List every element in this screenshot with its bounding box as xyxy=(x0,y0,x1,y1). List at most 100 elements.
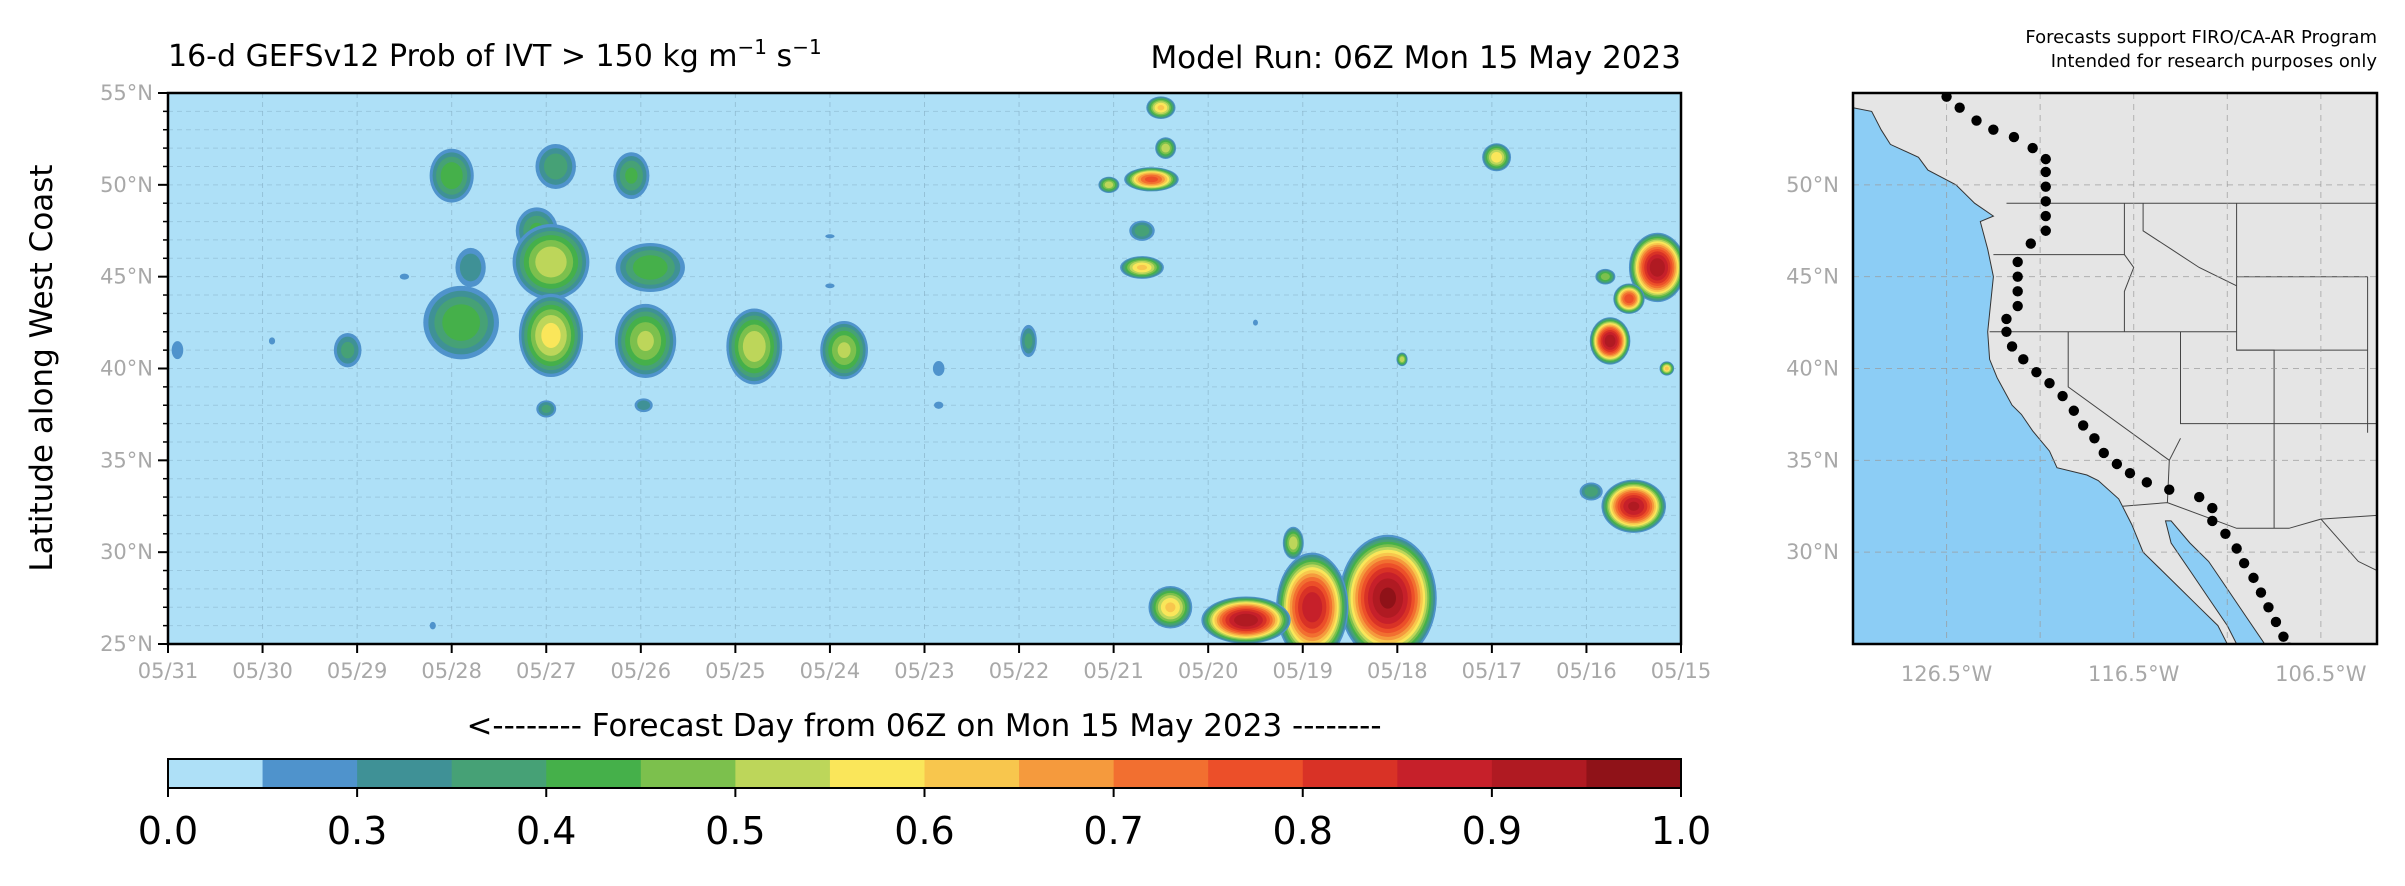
probability-blob xyxy=(455,247,486,288)
political-border xyxy=(2122,502,2377,571)
gulf-of-california xyxy=(2164,520,2266,644)
coast-point xyxy=(1971,115,1982,126)
probability-blob xyxy=(613,152,650,200)
map-longitude-label: 116.5°W xyxy=(2088,662,2180,686)
coast-point xyxy=(2040,181,2051,192)
probability-blob xyxy=(1155,137,1177,159)
x-tick-label: 05/20 xyxy=(1178,659,1239,683)
probability-heatmap-panel: 05/31 05/30 05/29 05/28 05/27 05/26 05/25 05/24… xyxy=(24,81,1711,744)
probability-blob xyxy=(518,293,584,378)
coast-point xyxy=(2025,238,2036,249)
probability-blob xyxy=(1120,256,1164,279)
contour-level xyxy=(637,400,651,411)
contour-level xyxy=(171,341,184,360)
x-tick-label: 05/17 xyxy=(1462,659,1523,683)
probability-blob xyxy=(825,283,835,289)
coast-point xyxy=(2012,271,2023,282)
contour-level xyxy=(1161,143,1170,153)
probability-blob xyxy=(429,148,474,203)
probability-blob xyxy=(726,308,783,385)
contour-level xyxy=(825,234,835,239)
chart-title: 16-d GEFSv12 Prob of IVT > 150 kg m−1 s−… xyxy=(168,35,822,74)
x-tick-label: 05/19 xyxy=(1272,659,1333,683)
colorbar-segment xyxy=(357,759,453,788)
colorbar-tick-label: 1.0 xyxy=(1651,809,1711,853)
coast-point xyxy=(2001,326,2012,337)
coast-point xyxy=(2031,366,2042,378)
coast-point xyxy=(2006,341,2018,352)
y-axis-label: Latitude along West Coast xyxy=(24,164,60,571)
probability-colorbar: 0.0 0.3 0.4 0.5 0.6 0.7 0.8 0.9 1.0 xyxy=(138,758,1711,853)
political-border xyxy=(2236,276,2275,529)
political-border xyxy=(2168,438,2181,461)
colorbar-segment xyxy=(1302,759,1398,788)
contour-level xyxy=(399,273,410,280)
colorbar-segment xyxy=(451,759,547,788)
coast-point xyxy=(2018,354,2029,365)
y-tick-label: 40°N xyxy=(100,357,153,381)
contour-level xyxy=(1399,356,1405,363)
y-tick-label: 55°N xyxy=(100,81,153,105)
x-tick-label: 05/15 xyxy=(1651,659,1712,683)
x-axis-label: <-------- Forecast Day from 06Z on Mon 1… xyxy=(466,708,1381,744)
contour-level xyxy=(1157,105,1165,111)
contour-level xyxy=(1604,334,1616,348)
contour-level xyxy=(429,621,436,630)
map-latitude-label: 50°N xyxy=(1786,173,1839,197)
probability-blob xyxy=(1252,319,1258,326)
coast-point xyxy=(2044,377,2055,389)
political-border xyxy=(2123,254,2135,332)
coast-point xyxy=(2012,256,2023,268)
coast-point xyxy=(1988,124,1999,135)
contour-level xyxy=(932,361,945,376)
contour-level xyxy=(1379,587,1397,609)
probability-blob xyxy=(1201,596,1291,644)
colorbar-segment xyxy=(1208,759,1304,788)
x-tick-label: 05/28 xyxy=(421,659,482,683)
contour-level xyxy=(341,341,355,359)
x-tick-label: 05/24 xyxy=(800,659,861,683)
probability-blob xyxy=(615,242,685,292)
probability-blob xyxy=(1020,324,1037,358)
coast-point xyxy=(1954,102,1965,113)
coast-point xyxy=(2255,587,2267,598)
west-coast-map-panel: 126.5°W 116.5°W 106.5°W 30°N 35°N 40°N 45°N 50… xyxy=(1786,91,2379,686)
x-tick-label: 05/25 xyxy=(705,659,766,683)
contour-level xyxy=(1104,181,1114,189)
colorbar-segment xyxy=(1113,759,1209,788)
coast-point xyxy=(2040,153,2051,165)
coast-point xyxy=(2238,557,2250,569)
probability-blob xyxy=(1589,317,1631,365)
coast-point xyxy=(1941,93,1952,102)
contour-level xyxy=(1165,602,1176,613)
contour-level xyxy=(1252,319,1258,326)
contour-level xyxy=(1624,294,1634,304)
coast-point xyxy=(2089,433,2100,444)
coast-point xyxy=(2194,491,2205,503)
probability-blob xyxy=(536,400,557,418)
contour-level xyxy=(442,304,481,341)
map-latitude-label: 35°N xyxy=(1786,448,1839,472)
contour-level xyxy=(268,337,276,345)
colorbar-tick-label: 0.3 xyxy=(327,809,387,853)
colorbar-tick-label: 0.7 xyxy=(1083,809,1143,853)
contour-level xyxy=(541,404,552,414)
contour-level xyxy=(1600,273,1610,281)
probability-blob xyxy=(1579,482,1603,501)
coast-point xyxy=(2012,286,2023,297)
probability-blob xyxy=(1338,534,1437,644)
contour-level xyxy=(1289,536,1298,550)
model-run-label: Model Run: 06Z Mon 15 May 2023 xyxy=(1150,40,1681,76)
political-border xyxy=(2142,203,2237,287)
colorbar-tick-label: 0.4 xyxy=(516,809,576,853)
probability-blob xyxy=(333,332,362,368)
coast-point xyxy=(2220,528,2231,539)
map-latitude-label: 30°N xyxy=(1786,540,1839,564)
coast-point xyxy=(2263,602,2274,613)
x-tick-label: 05/23 xyxy=(894,659,955,683)
coast-point xyxy=(2040,225,2051,236)
coast-point xyxy=(2111,458,2123,470)
x-tick-label: 05/30 xyxy=(232,659,293,683)
probability-blob xyxy=(1129,220,1155,241)
